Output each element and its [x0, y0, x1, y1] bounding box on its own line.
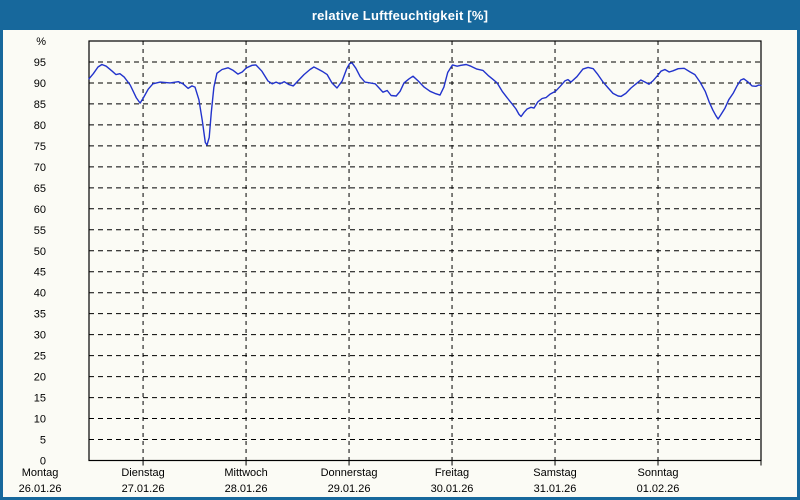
- date-label: 29.01.26: [328, 483, 371, 495]
- y-tick-label: 60: [34, 204, 46, 216]
- y-tick-label: 25: [34, 351, 46, 363]
- chart-area: 0 5 10 15 20 25 30 35 40 45 50 55 60 65 70 75 80 85 90 95% M…: [3, 30, 797, 497]
- date-label: 28.01.26: [225, 483, 268, 495]
- y-tick-label: 50: [34, 246, 46, 258]
- y-tick-label: 40: [34, 288, 46, 300]
- y-tick-label: 75: [34, 141, 46, 153]
- day-label: Donnerstag: [321, 467, 378, 479]
- y-tick-label: 15: [34, 393, 46, 405]
- date-label: 26.01.26: [19, 483, 62, 495]
- day-label: Mittwoch: [224, 467, 267, 479]
- y-tick-label: 70: [34, 162, 46, 174]
- y-tick-label: 10: [34, 414, 46, 426]
- window-title: relative Luftfeuchtigkeit [%]: [311, 7, 489, 23]
- date-label: 27.01.26: [122, 483, 165, 495]
- y-tick-label: 35: [34, 309, 46, 321]
- humidity-series-line: [88, 62, 762, 146]
- y-axis-unit-label: %: [36, 36, 46, 48]
- y-tick-label: 95: [34, 57, 46, 69]
- day-label: Dienstag: [121, 467, 164, 479]
- y-tick-label: 30: [34, 330, 46, 342]
- y-tick-label: 5: [40, 435, 46, 447]
- y-tick-label: 45: [34, 267, 46, 279]
- plot-border: [88, 40, 762, 462]
- day-label: Montag: [22, 467, 59, 479]
- y-tick-label: 0: [40, 456, 46, 468]
- y-tick-label: 80: [34, 120, 46, 132]
- y-tick-label: 90: [34, 78, 46, 90]
- day-label: Freitag: [435, 467, 469, 479]
- y-tick-label: 20: [34, 372, 46, 384]
- day-label: Samstag: [533, 467, 576, 479]
- title-bar: relative Luftfeuchtigkeit [%]: [0, 0, 800, 30]
- day-label: Sonntag: [638, 467, 679, 479]
- date-label: 30.01.26: [431, 483, 474, 495]
- date-label: 01.02.26: [637, 483, 680, 495]
- humidity-line-chart: 0 5 10 15 20 25 30 35 40 45 50 55 60 65 70 75 80 85 90 95% M…: [19, 36, 762, 495]
- y-tick-label: 65: [34, 183, 46, 195]
- date-label: 31.01.26: [534, 483, 577, 495]
- y-tick-label: 85: [34, 99, 46, 111]
- y-tick-label: 55: [34, 225, 46, 237]
